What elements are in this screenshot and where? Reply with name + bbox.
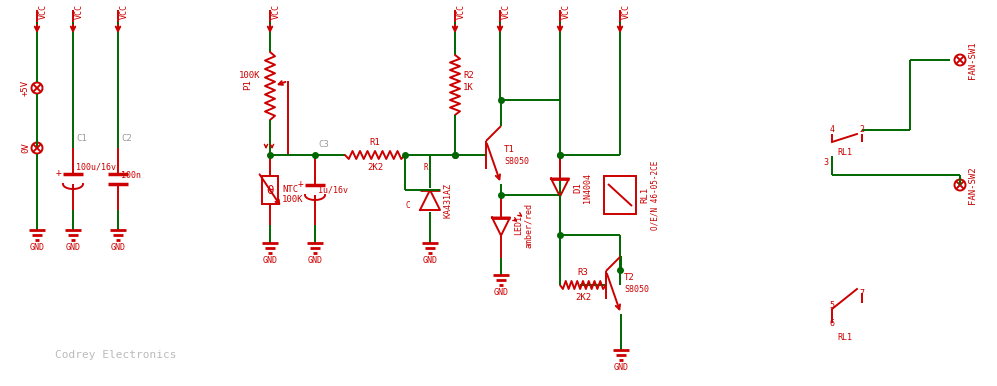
Text: VCC: VCC	[502, 4, 511, 19]
Text: C2: C2	[121, 134, 132, 143]
Text: 2K2: 2K2	[367, 163, 383, 172]
Text: D1: D1	[573, 183, 582, 193]
Text: 2K2: 2K2	[575, 293, 591, 302]
Text: GND: GND	[262, 256, 277, 265]
Text: T1: T1	[504, 146, 514, 154]
Text: Codrey Electronics: Codrey Electronics	[55, 350, 176, 360]
Text: 0V: 0V	[21, 142, 30, 153]
Text: P1: P1	[243, 80, 252, 90]
Text: R2: R2	[463, 71, 474, 80]
Text: GND: GND	[66, 243, 81, 252]
Text: GND: GND	[423, 256, 438, 265]
Text: LED1: LED1	[514, 215, 523, 235]
Text: FAN-SW2: FAN-SW2	[968, 166, 977, 204]
Text: T2: T2	[624, 274, 635, 283]
Text: O/E/N 46-05-2CE: O/E/N 46-05-2CE	[650, 160, 659, 230]
Text: 1K: 1K	[463, 83, 474, 93]
Text: 3: 3	[824, 158, 829, 167]
Text: C: C	[406, 200, 411, 210]
Text: 100K: 100K	[238, 71, 260, 80]
Text: S8050: S8050	[504, 157, 529, 166]
Text: R: R	[424, 163, 429, 172]
Text: KA431AZ: KA431AZ	[443, 183, 452, 217]
Text: 1N4004: 1N4004	[583, 173, 592, 203]
Text: NTC: NTC	[282, 186, 298, 195]
Text: +: +	[56, 168, 62, 178]
Text: VCC: VCC	[457, 4, 466, 19]
Text: 1u/16v: 1u/16v	[318, 186, 348, 195]
Text: ϑ: ϑ	[266, 183, 274, 196]
Text: 2: 2	[859, 125, 864, 134]
Text: 4: 4	[830, 125, 834, 134]
Text: 100u/16v: 100u/16v	[76, 162, 116, 171]
Text: C1: C1	[76, 134, 87, 143]
Text: GND: GND	[494, 288, 508, 297]
Text: +: +	[298, 179, 304, 189]
Text: RL1: RL1	[837, 148, 852, 157]
Text: VCC: VCC	[272, 4, 281, 19]
Text: 5: 5	[830, 300, 834, 310]
Bar	[262, 176, 278, 204]
Text: amber/red: amber/red	[524, 203, 533, 247]
Text: VCC: VCC	[622, 4, 631, 19]
Text: +5V: +5V	[21, 80, 30, 96]
Text: VCC: VCC	[562, 4, 571, 19]
Text: GND: GND	[613, 363, 628, 372]
Text: VCC: VCC	[75, 4, 84, 19]
Text: 7: 7	[859, 288, 864, 298]
Text: FAN-SW1: FAN-SW1	[968, 41, 977, 79]
Text: GND: GND	[307, 256, 322, 265]
Text: GND: GND	[30, 243, 45, 252]
Text: R1: R1	[370, 138, 381, 147]
Text: VCC: VCC	[120, 4, 129, 19]
Text: C3: C3	[318, 140, 329, 149]
Bar	[604, 176, 636, 214]
Text: R3: R3	[577, 268, 588, 277]
Text: VCC: VCC	[39, 4, 48, 19]
Text: RL1: RL1	[640, 187, 649, 203]
Text: RL1: RL1	[837, 333, 852, 342]
Text: 6: 6	[830, 318, 834, 327]
Text: GND: GND	[111, 243, 126, 252]
Text: 100n: 100n	[121, 171, 141, 179]
Text: S8050: S8050	[624, 286, 649, 295]
Text: 100K: 100K	[282, 195, 303, 205]
